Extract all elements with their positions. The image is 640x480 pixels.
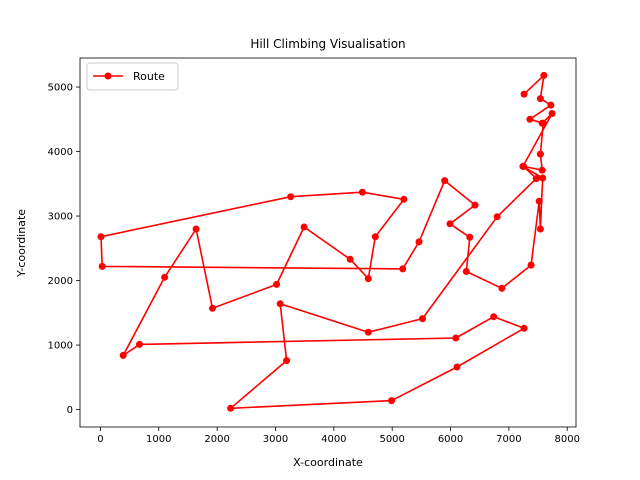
route-point	[539, 174, 547, 182]
route-point	[227, 404, 235, 412]
y-tick-label: 1000	[48, 341, 73, 352]
route-point	[536, 95, 544, 103]
route-point	[490, 313, 498, 321]
route-point	[399, 265, 407, 273]
route-point	[538, 119, 546, 127]
route-point	[283, 357, 291, 365]
route-point	[536, 225, 544, 233]
route-point	[520, 90, 528, 98]
x-axis-label: X-coordinate	[293, 456, 363, 469]
route-point	[364, 275, 372, 283]
x-tick-label: 0	[97, 434, 103, 445]
legend-label-route: Route	[133, 70, 165, 83]
chart-title: Hill Climbing Visualisation	[250, 37, 405, 51]
y-tick-label: 3000	[48, 212, 73, 223]
x-tick-label: 8000	[555, 434, 580, 445]
y-axis-label: Y-coordinate	[15, 209, 28, 278]
route-point	[209, 304, 216, 312]
legend-marker	[104, 72, 112, 80]
route-point	[371, 233, 379, 241]
axes-frame	[79, 57, 577, 428]
legend-frame	[86, 62, 179, 91]
route-point	[520, 324, 528, 332]
route-point	[535, 197, 543, 205]
x-tick-label: 1000	[146, 434, 171, 445]
route-point	[192, 225, 200, 233]
route-point	[498, 284, 506, 292]
x-tick-label: 2000	[204, 434, 229, 445]
route-point	[97, 233, 105, 241]
route-point	[548, 110, 556, 117]
route-point	[441, 177, 449, 185]
x-tick-label: 3000	[263, 434, 288, 445]
route-point	[527, 261, 535, 269]
x-tick-label: 6000	[438, 434, 463, 445]
route-point	[300, 223, 308, 231]
plot-area	[97, 71, 556, 412]
route-point	[276, 300, 284, 308]
route-point	[287, 193, 295, 201]
route-point	[98, 262, 106, 270]
x-tick-label: 5000	[379, 434, 404, 445]
route-point	[493, 213, 501, 221]
route-point	[419, 315, 426, 323]
route-point	[119, 351, 127, 359]
route-point	[136, 340, 143, 348]
y-tick-label: 5000	[48, 83, 73, 94]
route-point	[526, 115, 534, 123]
legend: Route	[86, 62, 179, 91]
route-point	[388, 397, 396, 405]
route-point	[415, 238, 423, 246]
route-point	[453, 363, 461, 371]
route-point	[446, 220, 454, 228]
route-point	[364, 328, 372, 336]
y-tick-label: 4000	[48, 147, 73, 158]
y-tick-label: 2000	[48, 276, 73, 287]
route-point	[466, 233, 474, 241]
route-point	[358, 188, 366, 196]
route-point	[536, 150, 544, 158]
x-tick-label: 4000	[321, 434, 346, 445]
y-tick-label: 0	[67, 405, 73, 416]
route-point	[538, 166, 546, 174]
route-point	[519, 162, 527, 170]
route-point	[532, 175, 540, 183]
route-point	[400, 195, 408, 203]
route-point	[452, 334, 460, 342]
route-point	[540, 71, 548, 79]
axes: 0 1000 2000 3000 4000 5000 6000 7000 8000 0 1000 20…	[48, 57, 580, 445]
x-tick-label: 7000	[496, 434, 521, 445]
route-point	[471, 201, 479, 209]
route-point	[346, 255, 354, 263]
route-point	[462, 268, 470, 275]
route-point	[161, 273, 169, 281]
route-point	[273, 280, 281, 288]
route-point	[547, 101, 555, 109]
